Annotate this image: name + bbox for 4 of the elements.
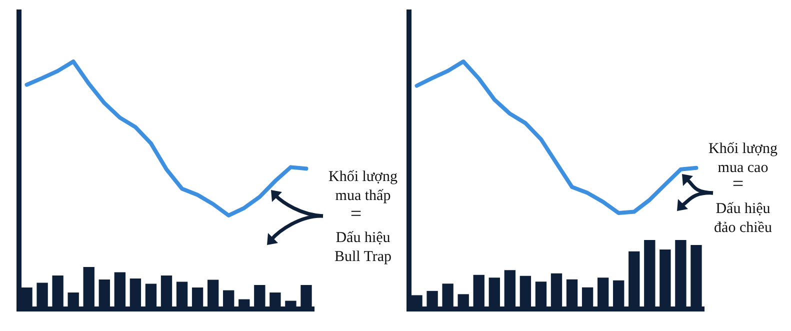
text: Dấu hiệu đảo chiều (713, 200, 773, 238)
text: Khối lượng mua thấp (328, 168, 398, 206)
text: Dấu hiệu Bull Trap (333, 229, 393, 267)
text: = (349, 203, 363, 225)
